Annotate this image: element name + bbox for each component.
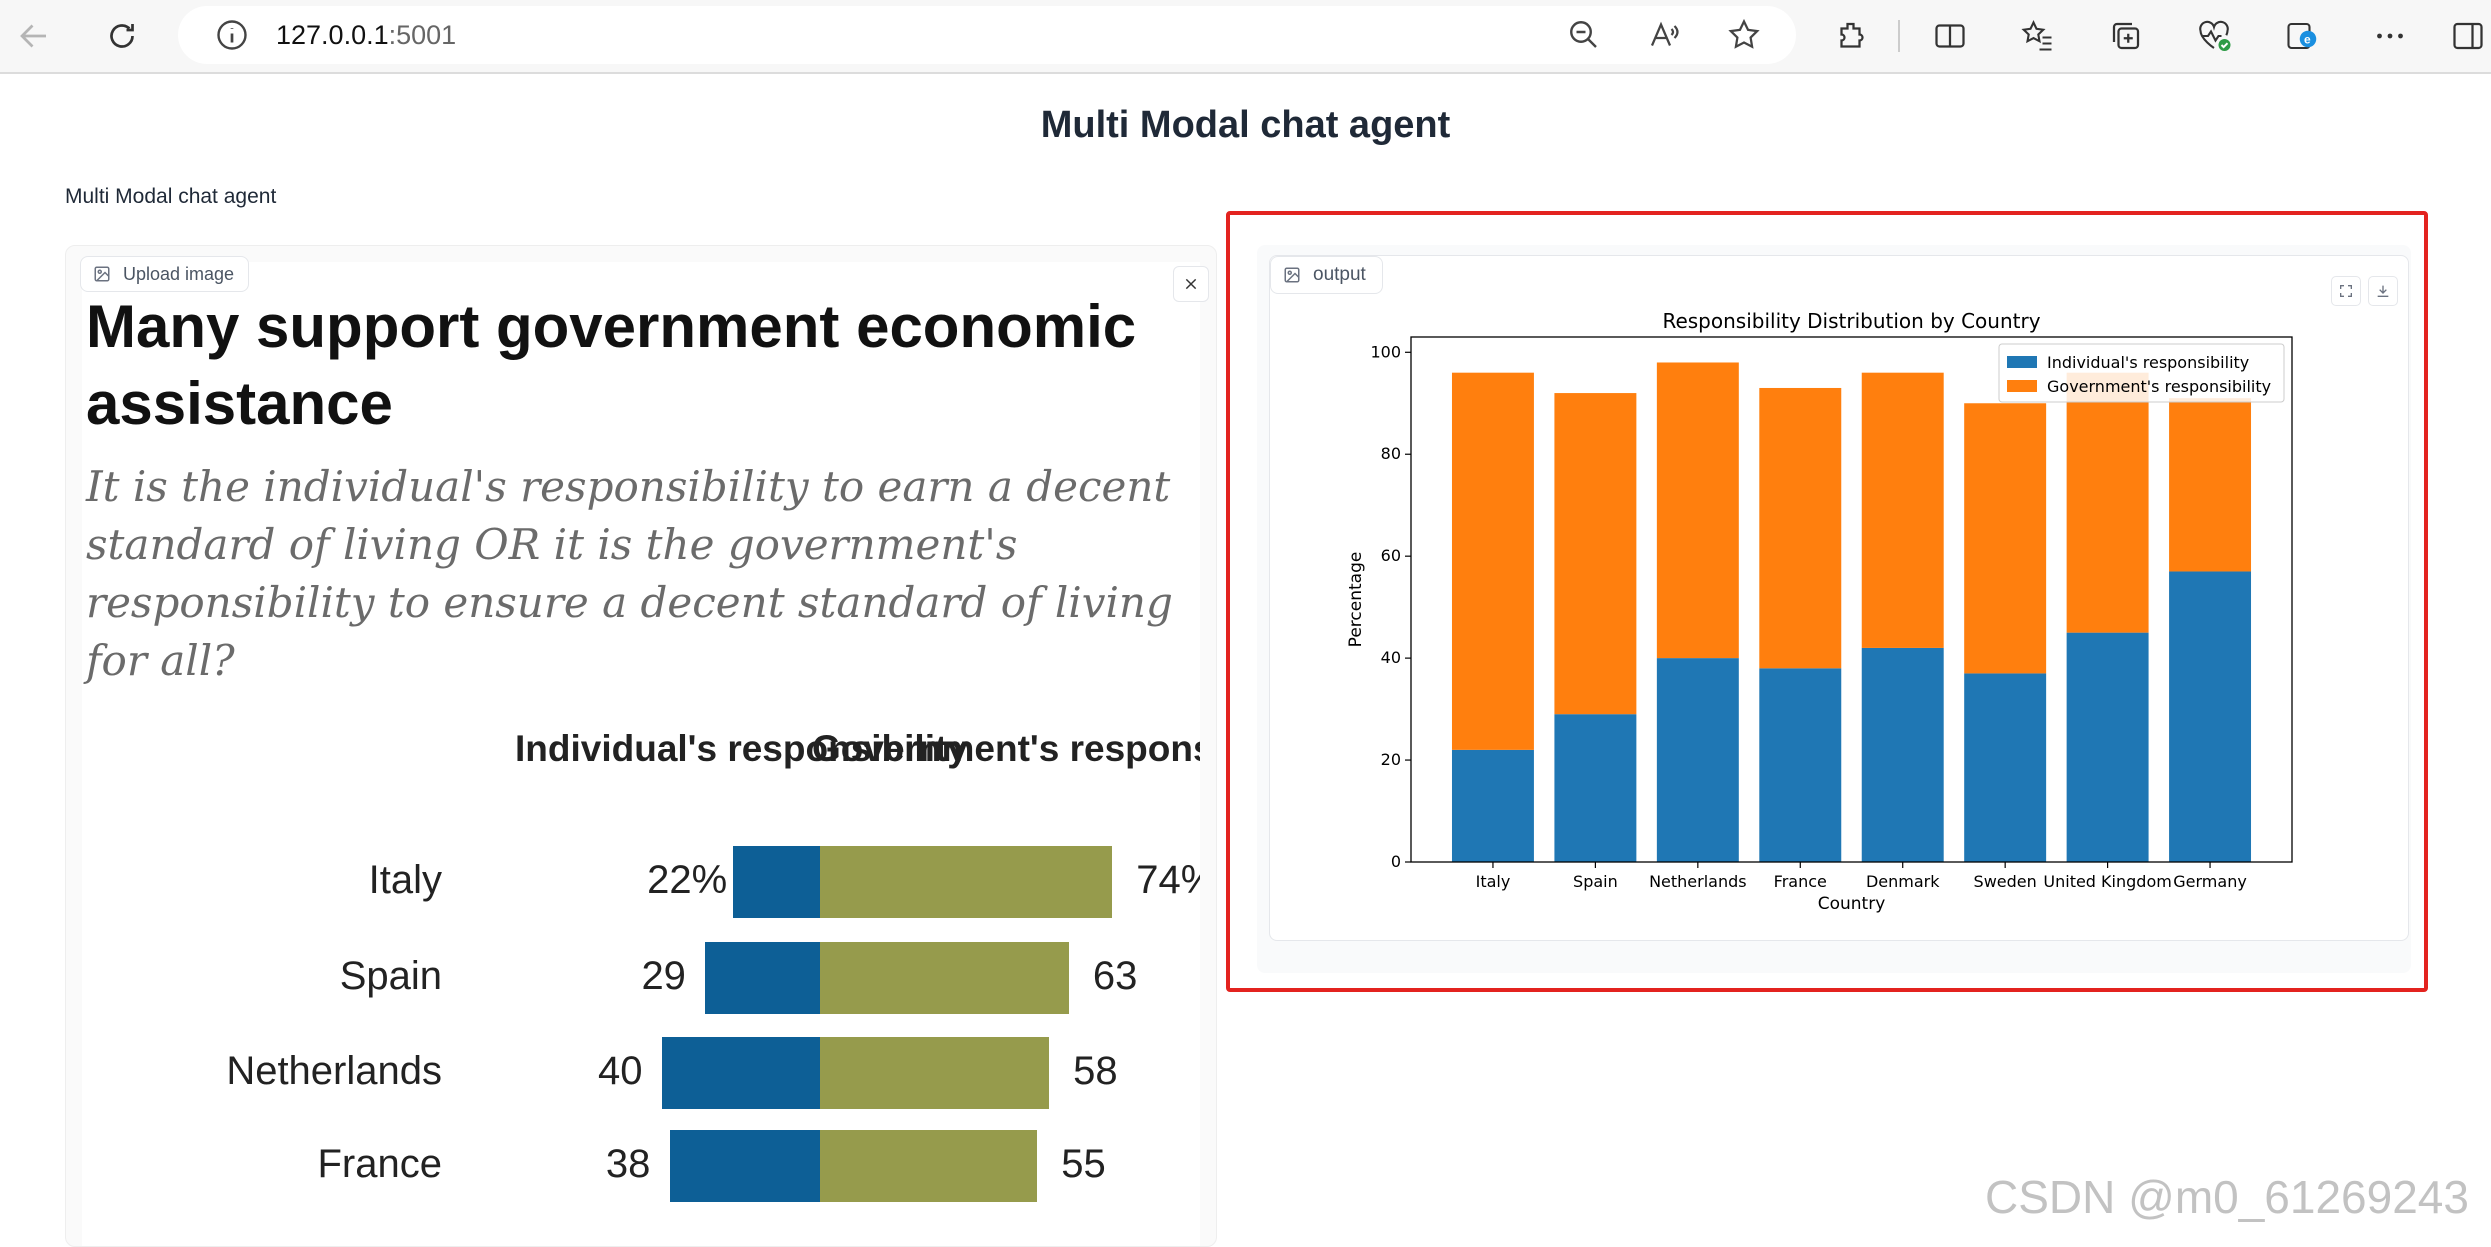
bar-individual [2169,571,2252,862]
bar-government [1656,362,1739,659]
output-label: output [1270,256,1383,294]
bar-government [1861,372,1944,648]
image-value-government: 58 [1073,1049,1118,1093]
bar-government [1759,387,1842,669]
bar-individual [1451,749,1534,862]
image-row-country: Italy [368,858,442,902]
image-value-government: 74% [1136,858,1200,902]
column-header-government: Government's responsibility [812,728,1200,769]
bar-individual [1554,714,1637,862]
y-tick-label: 20 [1381,750,1401,769]
x-tick-label: Spain [1573,872,1618,891]
read-aloud-icon[interactable] [1646,17,1682,53]
svg-text:e: e [2304,33,2311,47]
page-title: Multi Modal chat agent [1040,104,1451,146]
image-bar-government [820,942,1069,1014]
y-tick-label: 60 [1381,546,1401,565]
refresh-icon[interactable] [98,12,146,60]
x-tick-label: Denmark [1866,872,1940,891]
image-icon [94,266,110,282]
edge-ie-mode-icon[interactable]: e [2278,12,2326,60]
legend-label: Individual's responsibility [2047,353,2249,372]
bar-government [2169,398,2252,572]
bar-individual [1656,658,1739,862]
browser-health-icon[interactable] [2190,12,2238,60]
x-tick-label: Sweden [1974,872,2037,891]
x-axis-label: Country [1818,894,1886,914]
y-tick-label: 0 [1391,852,1401,871]
split-screen-icon[interactable] [1926,12,1974,60]
bar-individual [1861,647,1944,862]
bar-individual [1759,668,1842,862]
clear-image-button[interactable] [1173,266,1209,302]
x-tick-label: Netherlands [1649,872,1747,891]
image-value-individual: 22% [647,858,728,902]
image-bar-individual [669,1130,820,1202]
y-tick-label: 100 [1370,342,1401,361]
x-tick-label: Italy [1476,872,1511,891]
image-icon [1284,267,1300,283]
toolbar-divider [1898,20,1900,52]
image-row-country: Spain [339,954,442,998]
fullscreen-button[interactable] [2331,276,2361,306]
chart-title: Responsibility Distribution by Country [1662,309,2040,333]
bar-government [1451,372,1534,750]
y-axis-label: Percentage [1346,552,1366,648]
sidebar-toggle-icon[interactable] [2450,12,2491,60]
bar-individual [2066,632,2149,862]
info-icon[interactable] [214,17,250,53]
uploaded-image: Many support government economic assista… [82,262,1200,1246]
zoom-out-icon[interactable] [1566,17,1602,53]
image-bar-individual [733,846,820,918]
favorites-icon[interactable] [2014,12,2062,60]
legend-swatch [2007,380,2037,392]
browser-toolbar: 127.0.0.1:5001 e [0,0,2491,74]
bar-government [1964,403,2047,674]
bar-government [2066,372,2149,633]
back-icon[interactable] [10,12,58,60]
legend-label: Government's responsibility [2047,377,2271,396]
collections-icon[interactable] [2102,12,2150,60]
output-chart: Responsibility Distribution by Country It… [1346,309,2293,914]
y-tick-label: 80 [1381,444,1401,463]
favorite-star-icon[interactable] [1726,17,1762,53]
x-tick-label: Germany [2173,872,2247,891]
image-value-individual: 29 [641,954,686,998]
image-bar-individual [662,1037,820,1109]
bar-government [1554,393,1637,715]
more-menu-icon[interactable] [2366,12,2414,60]
image-bar-government [820,1130,1038,1202]
x-tick-label: France [1774,872,1827,891]
legend-swatch [2007,356,2037,368]
download-button[interactable] [2368,276,2398,306]
bar-individual [1964,673,2047,862]
image-question: It is the individual's responsibility to… [86,462,1173,685]
image-row-country: Netherlands [226,1049,442,1093]
fullscreen-icon [2340,285,2352,297]
download-icon [2377,285,2389,297]
y-tick-label: 40 [1381,648,1401,667]
address-bar[interactable]: 127.0.0.1:5001 [178,6,1796,64]
upload-image-label: Upload image [80,256,250,292]
chart-axes [1410,336,2293,863]
image-bar-individual [705,942,820,1014]
image-bar-government [820,1037,1050,1109]
column-header-individual: Individual's responsibility [515,728,968,769]
image-input-panel[interactable]: Upload image Many support government eco… [65,245,1217,1247]
image-value-government: 63 [1092,954,1138,998]
page-description: Multi Modal chat agent [65,185,277,208]
image-headline: Many support government economic assista… [86,293,1137,437]
extensions-icon[interactable] [1828,12,1876,60]
chart-legend [1998,343,2285,403]
close-icon [1185,278,1197,290]
x-tick-label: United Kingdom [2043,872,2171,891]
image-row-country: France [317,1142,443,1186]
highlight-box [1226,211,2428,992]
image-bar-government [820,846,1113,918]
image-value-individual: 38 [605,1142,651,1186]
url-text[interactable]: 127.0.0.1:5001 [276,20,457,50]
image-value-individual: 40 [598,1049,643,1093]
image-value-government: 55 [1061,1142,1106,1186]
watermark: CSDN @m0_61269243 [1985,1171,2469,1223]
